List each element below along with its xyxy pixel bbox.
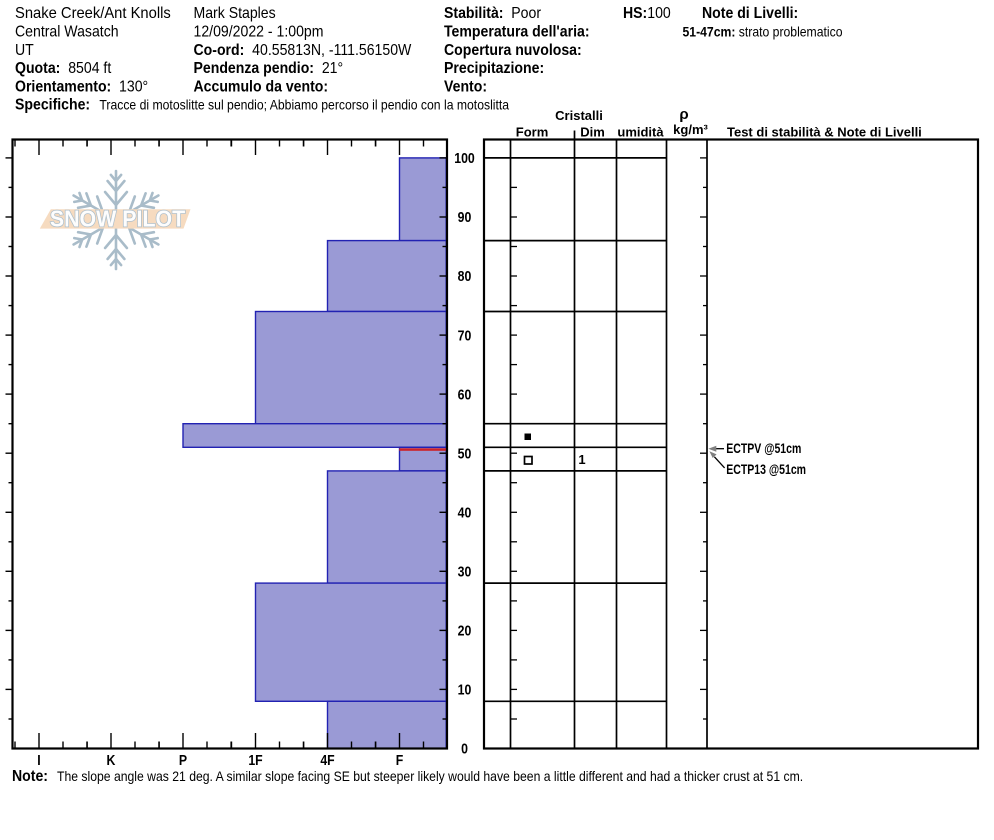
svg-text:ECTP13 @51cm: ECTP13 @51cm xyxy=(726,462,806,478)
svg-text:Cristalli: Cristalli xyxy=(555,108,603,123)
svg-text:Orientamento: 130°: Orientamento: 130° xyxy=(15,78,148,96)
svg-text:Copertura nuvolosa:: Copertura nuvolosa: xyxy=(444,41,582,59)
svg-text:ρ: ρ xyxy=(679,106,688,123)
svg-text:Note:: Note: xyxy=(12,767,48,785)
svg-text:Test di stabilità & Note di Li: Test di stabilità & Note di Livelli xyxy=(727,125,922,140)
svg-text:F: F xyxy=(396,752,404,768)
svg-text:SNOW PILOT: SNOW PILOT xyxy=(50,206,186,232)
svg-text:Stabilità: Poor: Stabilità: Poor xyxy=(444,4,541,22)
svg-text:40: 40 xyxy=(458,504,472,520)
svg-text:HS:100: HS:100 xyxy=(623,4,671,22)
svg-text:10: 10 xyxy=(458,681,472,697)
svg-text:ECTPV @51cm: ECTPV @51cm xyxy=(726,441,801,457)
svg-text:60: 60 xyxy=(458,386,472,402)
svg-text:Central Wasatch: Central Wasatch xyxy=(15,23,119,41)
svg-text:100: 100 xyxy=(454,150,475,166)
svg-text:0: 0 xyxy=(461,741,468,757)
svg-text:70: 70 xyxy=(458,327,472,343)
svg-text:Temperatura dell'aria:: Temperatura dell'aria: xyxy=(444,23,590,41)
svg-text:umidità: umidità xyxy=(617,125,664,140)
svg-text:Tracce di motoslitte sul pendi: Tracce di motoslitte sul pendio; Abbiamo… xyxy=(99,97,509,113)
svg-text:I: I xyxy=(37,752,40,768)
svg-text:Dim: Dim xyxy=(580,125,605,140)
svg-text:12/09/2022 - 1:00pm: 12/09/2022 - 1:00pm xyxy=(194,23,324,41)
svg-text:Specifiche:: Specifiche: xyxy=(15,96,90,114)
svg-text:51-47cm: strato problematico: 51-47cm: strato problematico xyxy=(683,24,843,40)
svg-text:Mark Staples: Mark Staples xyxy=(194,4,276,22)
svg-text:50: 50 xyxy=(458,445,472,461)
svg-text:The slope angle was 21 deg. A: The slope angle was 21 deg. A similar sl… xyxy=(57,768,803,784)
svg-text:80: 80 xyxy=(458,268,472,284)
svg-text:1F: 1F xyxy=(248,752,262,768)
svg-text:Form: Form xyxy=(516,125,549,140)
svg-text:Precipitazione:: Precipitazione: xyxy=(444,59,544,77)
svg-text:kg/m³: kg/m³ xyxy=(673,122,708,137)
svg-text:Accumulo da vento:: Accumulo da vento: xyxy=(194,78,329,96)
svg-text:30: 30 xyxy=(458,563,472,579)
svg-text:Pendenza pendio: 21°: Pendenza pendio: 21° xyxy=(194,59,344,77)
svg-text:Vento:: Vento: xyxy=(444,78,487,96)
svg-text:P: P xyxy=(179,752,187,768)
svg-text:Quota: 8504 ft: Quota: 8504 ft xyxy=(15,59,112,77)
svg-text:20: 20 xyxy=(458,622,472,638)
svg-text:Snake Creek/Ant Knolls: Snake Creek/Ant Knolls xyxy=(15,5,171,23)
svg-text:4F: 4F xyxy=(320,752,334,768)
svg-text:Co-ord: 40.55813N, -111.56150: Co-ord: 40.55813N, -111.56150W xyxy=(194,41,413,59)
svg-text:90: 90 xyxy=(458,209,472,225)
svg-text:Note di Livelli:: Note di Livelli: xyxy=(702,4,798,22)
svg-text:K: K xyxy=(107,752,116,768)
svg-text:UT: UT xyxy=(15,41,34,59)
svg-text:1: 1 xyxy=(578,452,585,467)
